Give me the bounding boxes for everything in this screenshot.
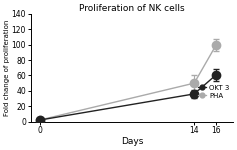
Y-axis label: Fold change of proliferation: Fold change of proliferation <box>4 20 10 116</box>
Legend: OKT 3, PHA: OKT 3, PHA <box>198 85 229 99</box>
Title: Proliferation of NK cells: Proliferation of NK cells <box>79 4 185 13</box>
X-axis label: Days: Days <box>121 137 143 146</box>
